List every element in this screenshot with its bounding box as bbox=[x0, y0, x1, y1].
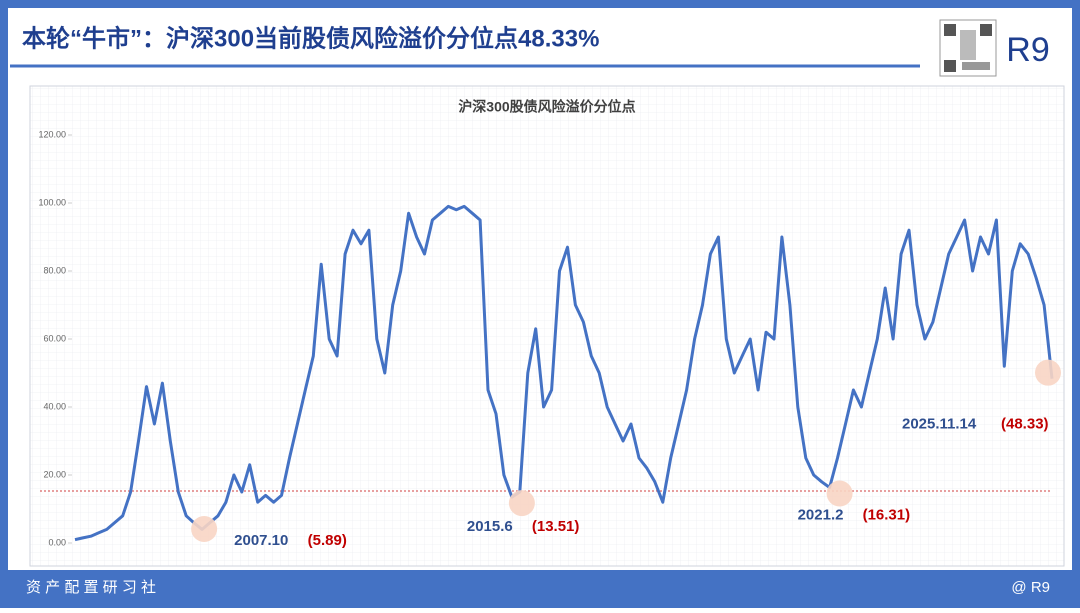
annotation-date: 2021.2 bbox=[798, 507, 844, 524]
y-tick-label: 80.00 bbox=[43, 265, 66, 275]
footer-right: @ R9 bbox=[1011, 579, 1050, 596]
logo: R9 bbox=[1006, 31, 1049, 69]
y-tick-label: 0.00 bbox=[48, 537, 66, 547]
y-tick-label: 20.00 bbox=[43, 469, 66, 479]
annotation-value: (5.89) bbox=[308, 532, 347, 549]
chart-title: 沪深300股债风险溢价分位点 bbox=[458, 99, 635, 115]
annotation-value: (13.51) bbox=[532, 518, 580, 535]
line-series bbox=[74, 204, 1054, 542]
qr-code bbox=[939, 19, 997, 77]
highlight-circle bbox=[508, 490, 535, 517]
annotation-value: (48.33) bbox=[1001, 416, 1049, 433]
highlight-circle bbox=[191, 515, 218, 542]
y-tick-label: 60.00 bbox=[43, 333, 66, 343]
highlight-circle bbox=[1035, 359, 1061, 386]
y-tick-label: 100.00 bbox=[38, 197, 66, 207]
title: 本轮“牛市”：沪深300当前股债风险溢价分位点48.33% bbox=[22, 24, 599, 52]
y-tick-label: 40.00 bbox=[43, 401, 66, 411]
footer-left: 资 产 配 置 研 习 社 bbox=[26, 579, 156, 596]
chart-panel bbox=[29, 85, 1065, 567]
y-tick-label: 120.00 bbox=[38, 129, 66, 139]
annotation-date: 2015.6 bbox=[467, 518, 513, 535]
annotation-value: (16.31) bbox=[863, 507, 911, 524]
annotation-date: 2025.11.14 bbox=[902, 416, 977, 433]
highlight-circle bbox=[826, 480, 853, 507]
annotation-date: 2007.10 bbox=[234, 532, 288, 549]
